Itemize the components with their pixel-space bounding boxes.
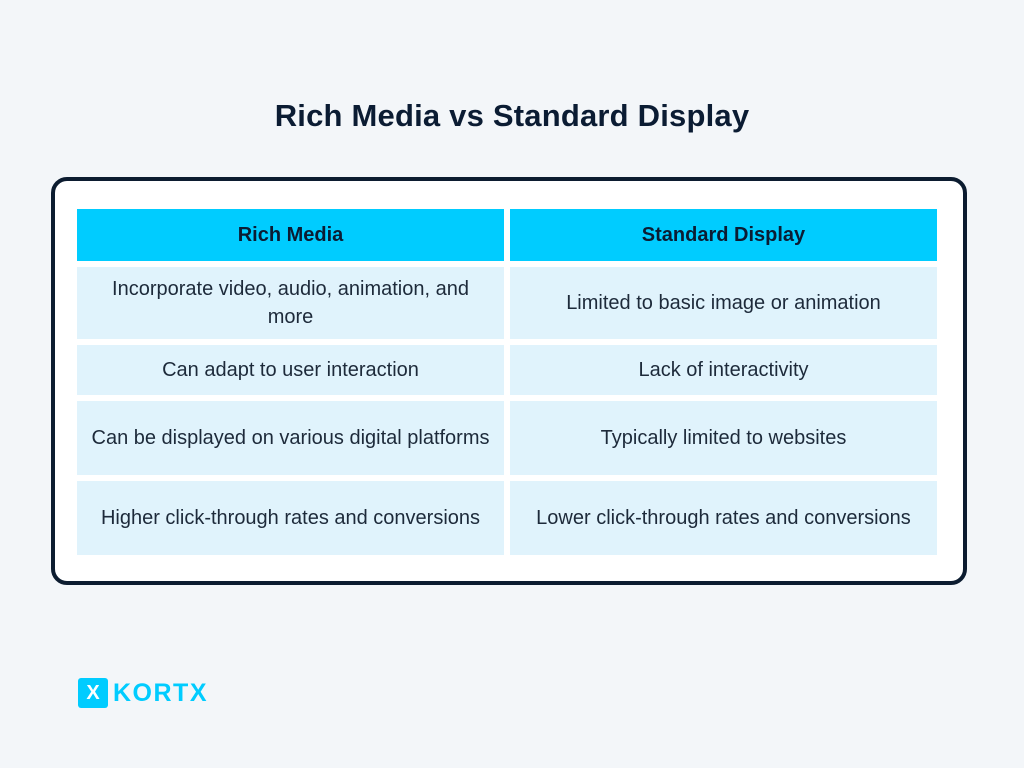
comparison-table: Rich Media Standard Display Incorporate … — [71, 203, 943, 561]
table-cell-standard-display: Lack of interactivity — [510, 345, 937, 395]
comparison-table-card: Rich Media Standard Display Incorporate … — [51, 177, 967, 585]
table-cell-rich-media: Incorporate video, audio, animation, and… — [77, 267, 504, 339]
table-cell-standard-display: Limited to basic image or animation — [510, 267, 937, 339]
table-cell-rich-media: Higher click-through rates and conversio… — [77, 481, 504, 555]
page-title: Rich Media vs Standard Display — [274, 98, 750, 133]
header-rich-media: Rich Media — [77, 209, 504, 261]
table-cell-standard-display: Typically limited to websites — [510, 401, 937, 475]
table-row: Can be displayed on various digital plat… — [77, 401, 937, 475]
kortx-x-logo-icon: X — [78, 678, 108, 708]
table-row: Higher click-through rates and conversio… — [77, 481, 937, 555]
table-row: Incorporate video, audio, animation, and… — [77, 267, 937, 339]
table-cell-standard-display: Lower click-through rates and conversion… — [510, 481, 937, 555]
header-standard-display: Standard Display — [510, 209, 937, 261]
brand-name: KORTX — [113, 678, 208, 707]
table-row: Can adapt to user interaction Lack of in… — [77, 345, 937, 395]
table-cell-rich-media: Can be displayed on various digital plat… — [77, 401, 504, 475]
table-header-row: Rich Media Standard Display — [77, 209, 937, 261]
table-cell-rich-media: Can adapt to user interaction — [77, 345, 504, 395]
kortx-logo: X KORTX — [78, 677, 208, 709]
